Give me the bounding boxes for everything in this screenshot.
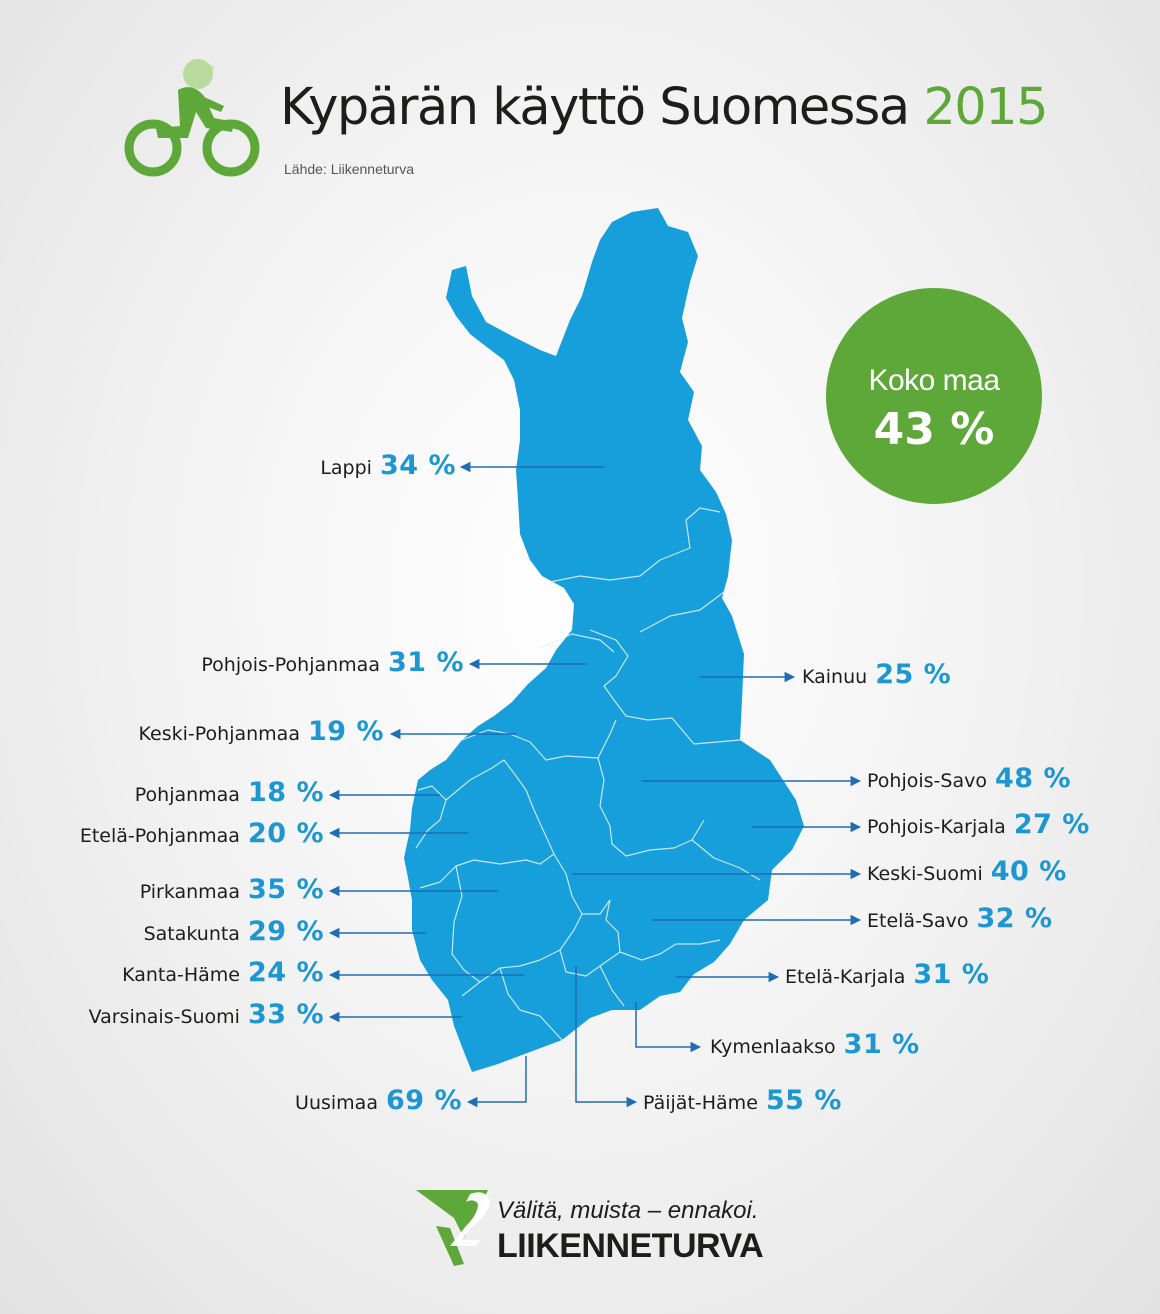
region-value: 18 %: [247, 777, 324, 808]
region-label-varsinais-suomi: Varsinais-Suomi 33 %: [89, 1001, 324, 1028]
region-name: Keski-Suomi: [867, 863, 983, 885]
cyclist-icon: [124, 59, 260, 177]
region-label-satakunta: Satakunta 29 %: [144, 918, 324, 945]
region-label-keski-pohjanmaa: Keski-Pohjanmaa 19 %: [139, 718, 384, 745]
region-label-lappi: Lappi 34 %: [320, 452, 456, 479]
arrow-paijat-hame: [575, 966, 638, 1108]
arrow-uusimaa: [466, 1056, 527, 1108]
source-note: Lähde: Liikenneturva: [284, 161, 414, 177]
region-name: Kanta-Häme: [122, 964, 240, 986]
region-name: Lappi: [320, 457, 372, 479]
footer-brand: LIIKENNETURVA: [497, 1227, 764, 1265]
region-label-etela-pohjanmaa: Etelä-Pohjanmaa 20 %: [80, 820, 324, 847]
region-value: 19 %: [307, 716, 384, 747]
region-value: 40 %: [990, 856, 1067, 887]
region-value: 69 %: [385, 1085, 462, 1116]
region-value: 33 %: [247, 999, 324, 1030]
region-label-pohjois-karjala: Pohjois-Karjala 27 %: [867, 811, 1090, 838]
region-label-etela-karjala: Etelä-Karjala 31 %: [785, 961, 989, 988]
region-name: Pohjois-Karjala: [867, 816, 1006, 838]
region-label-pirkanmaa: Pirkanmaa 35 %: [140, 876, 324, 903]
region-value: 29 %: [247, 916, 324, 947]
title-year: 2015: [923, 78, 1048, 137]
region-name: Pohjois-Savo: [867, 770, 987, 792]
region-name: Pirkanmaa: [139, 881, 240, 903]
region-value: 31 %: [913, 959, 990, 990]
region-value: 34 %: [379, 450, 456, 481]
arrow-kymenlaakso: [635, 1002, 702, 1053]
region-value: 20 %: [247, 818, 324, 849]
region-value: 31 %: [387, 647, 464, 678]
region-name: Satakunta: [143, 923, 240, 945]
region-label-paijat-hame: Päijät-Häme 55 %: [643, 1087, 842, 1114]
region-label-uusimaa: Uusimaa 69 %: [295, 1087, 462, 1114]
region-value: 55 %: [765, 1085, 842, 1116]
country-total-label: Koko maa: [868, 364, 1000, 397]
region-value: 31 %: [843, 1029, 920, 1060]
region-value: 35 %: [247, 874, 324, 905]
region-value: 48 %: [994, 763, 1071, 794]
country-total-badge: Koko maa 43 %: [826, 288, 1042, 504]
region-name: Päijät-Häme: [643, 1092, 758, 1114]
region-label-pohjanmaa: Pohjanmaa 18 %: [135, 779, 324, 806]
region-name: Kymenlaakso: [710, 1036, 836, 1058]
region-name: Etelä-Savo: [867, 910, 969, 932]
region-value: 27 %: [1013, 809, 1090, 840]
region-value: 32 %: [976, 903, 1053, 934]
region-name: Keski-Pohjanmaa: [138, 723, 300, 745]
region-label-etela-savo: Etelä-Savo 32 %: [867, 905, 1053, 932]
region-name: Uusimaa: [295, 1092, 378, 1114]
country-total-value: 43 %: [873, 404, 995, 455]
region-value: 25 %: [875, 659, 952, 690]
region-value: 24 %: [247, 957, 324, 988]
region-label-kanta-hame: Kanta-Häme 24 %: [122, 959, 324, 986]
region-name: Pohjois-Pohjanmaa: [201, 654, 380, 676]
region-name: Etelä-Pohjanmaa: [79, 825, 240, 847]
page-title: Kypärän käyttö Suomessa 2015: [280, 78, 1049, 137]
region-label-pohjois-savo: Pohjois-Savo 48 %: [867, 765, 1071, 792]
finland-outline: [404, 208, 804, 1072]
region-name: Pohjanmaa: [134, 784, 240, 806]
region-label-pohjois-pohjanmaa: Pohjois-Pohjanmaa 31 %: [201, 649, 464, 676]
region-name: Etelä-Karjala: [785, 966, 906, 988]
region-label-keski-suomi: Keski-Suomi 40 %: [867, 858, 1067, 885]
region-name: Varsinais-Suomi: [88, 1006, 240, 1028]
region-label-kainuu: Kainuu 25 %: [802, 661, 951, 688]
liikenneturva-logo-icon: [416, 1190, 490, 1266]
footer-slogan: Välitä, muista – ennakoi.: [497, 1197, 759, 1224]
region-label-kymenlaakso: Kymenlaakso 31 %: [710, 1031, 920, 1058]
region-name: Kainuu: [802, 666, 868, 688]
